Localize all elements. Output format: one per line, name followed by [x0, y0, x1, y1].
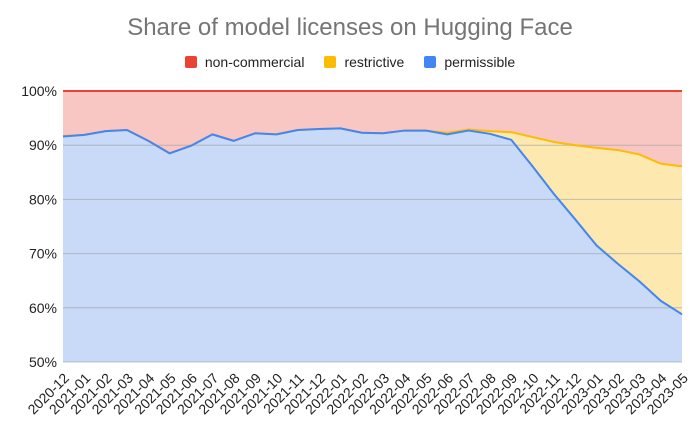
legend: non-commercial restrictive permissible: [0, 54, 700, 70]
area-permissible: [63, 128, 682, 362]
legend-swatch-restrictive: [324, 56, 337, 68]
y-tick-label: 50%: [29, 354, 57, 370]
y-tick-label: 100%: [21, 83, 57, 99]
chart-title: Share of model licenses on Hugging Face: [127, 14, 573, 41]
legend-item-restrictive[interactable]: restrictive: [324, 54, 404, 70]
y-tick-label: 80%: [29, 191, 57, 207]
area-non-commercial: [63, 91, 682, 167]
legend-item-non-commercial[interactable]: non-commercial: [184, 54, 305, 70]
y-tick-label: 70%: [29, 246, 57, 262]
y-tick-label: 60%: [29, 300, 57, 316]
line-permissible: [62, 127, 683, 316]
legend-swatch-non-commercial: [184, 56, 197, 68]
legend-label-permissible: permissible: [444, 54, 516, 70]
legend-label-non-commercial: non-commercial: [204, 54, 305, 70]
legend-label-restrictive: restrictive: [344, 54, 405, 70]
legend-swatch-permissible: [424, 56, 437, 68]
y-tick-label: 90%: [29, 137, 57, 153]
legend-item-permissible[interactable]: permissible: [424, 54, 515, 70]
